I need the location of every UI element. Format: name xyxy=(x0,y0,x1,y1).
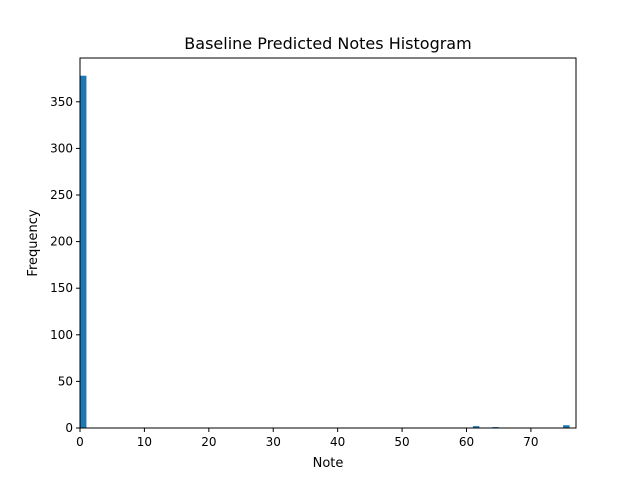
y-tick-label: 50 xyxy=(58,374,73,388)
x-tick-label: 50 xyxy=(394,435,409,449)
x-tick-label: 10 xyxy=(137,435,152,449)
x-tick-label: 40 xyxy=(330,435,345,449)
y-axis-label: Frequency xyxy=(26,209,41,276)
chart-title: Baseline Predicted Notes Histogram xyxy=(184,34,471,53)
x-tick-label: 20 xyxy=(201,435,216,449)
y-tick-label: 200 xyxy=(50,235,73,249)
y-tick-label: 250 xyxy=(50,188,73,202)
y-tick-label: 300 xyxy=(50,141,73,155)
y-tick-label: 100 xyxy=(50,328,73,342)
y-axis-ticks: 0 50 100 150 200 250 300 350 xyxy=(50,95,80,435)
x-axis-label: Note xyxy=(313,456,344,471)
histogram-bar-0 xyxy=(80,76,86,428)
x-tick-label: 30 xyxy=(266,435,281,449)
x-axis-ticks: 0 10 20 30 40 50 60 70 xyxy=(76,428,538,449)
bars xyxy=(80,76,570,428)
x-tick-label: 70 xyxy=(523,435,538,449)
y-tick-label: 0 xyxy=(65,421,73,435)
y-tick-label: 350 xyxy=(50,95,73,109)
x-tick-label: 60 xyxy=(459,435,474,449)
plot-frame xyxy=(80,58,576,428)
x-tick-label: 0 xyxy=(76,435,84,449)
y-tick-label: 150 xyxy=(50,281,73,295)
